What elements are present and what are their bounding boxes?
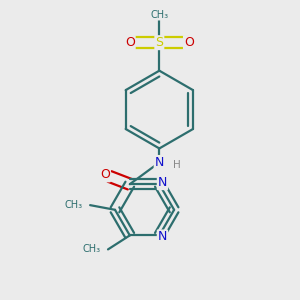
Text: O: O xyxy=(100,168,110,182)
Text: N: N xyxy=(154,156,164,169)
Text: H: H xyxy=(172,160,180,170)
Text: N: N xyxy=(158,176,167,189)
Text: O: O xyxy=(184,36,194,49)
Text: O: O xyxy=(125,36,135,49)
Text: S: S xyxy=(155,36,163,49)
Text: N: N xyxy=(158,230,167,244)
Text: CH₃: CH₃ xyxy=(82,244,100,254)
Text: CH₃: CH₃ xyxy=(64,200,82,210)
Text: CH₃: CH₃ xyxy=(150,10,168,20)
